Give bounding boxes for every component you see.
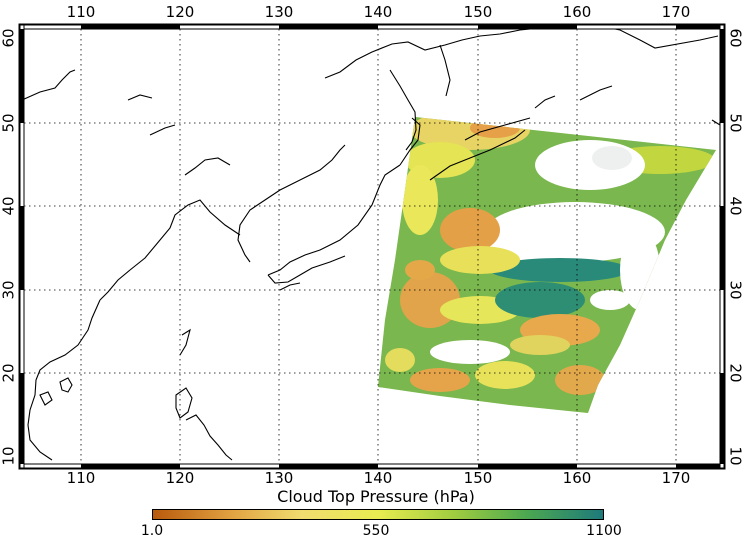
right-lat-label: 20 <box>726 363 745 383</box>
right-lat-label: 50 <box>726 113 745 133</box>
left-lat-label: 60 <box>0 28 18 48</box>
top-lon-label: 150 <box>463 3 493 21</box>
bottom-lon-label: 130 <box>264 469 294 487</box>
top-lon-label: 120 <box>165 3 195 21</box>
colorbar-min-label: 1.0 <box>140 523 164 539</box>
left-lat-label: 10 <box>0 446 18 466</box>
gridlines <box>24 29 720 464</box>
left-lat-label: 30 <box>0 280 18 300</box>
colorbar-title: Cloud Top Pressure (hPa) <box>277 487 475 506</box>
bottom-lon-label: 160 <box>562 469 592 487</box>
top-lon-label: 110 <box>66 3 96 21</box>
right-lat-label: 30 <box>726 280 745 300</box>
bottom-lon-label: 110 <box>66 469 96 487</box>
left-lat-label: 20 <box>0 363 18 383</box>
cloud-swath <box>378 117 716 413</box>
bottom-lon-label: 170 <box>661 469 691 487</box>
colorbar-mid-label: 550 <box>362 523 390 539</box>
colorbar-max-label: 1100 <box>586 523 622 539</box>
bottom-lon-label: 150 <box>463 469 493 487</box>
left-lat-label: 50 <box>0 113 18 133</box>
right-lat-label: 10 <box>726 446 745 466</box>
bottom-lon-label: 140 <box>363 469 393 487</box>
top-lon-label: 170 <box>661 3 691 21</box>
right-lat-label: 60 <box>726 28 745 48</box>
top-lon-label: 130 <box>264 3 294 21</box>
right-lat-label: 40 <box>726 196 745 216</box>
map-frame <box>18 23 726 470</box>
bottom-lon-label: 120 <box>165 469 195 487</box>
left-lat-label: 40 <box>0 196 18 216</box>
coastlines <box>21 25 721 461</box>
top-lon-label: 160 <box>562 3 592 21</box>
top-lon-label: 140 <box>363 3 393 21</box>
colorbar <box>152 509 604 520</box>
